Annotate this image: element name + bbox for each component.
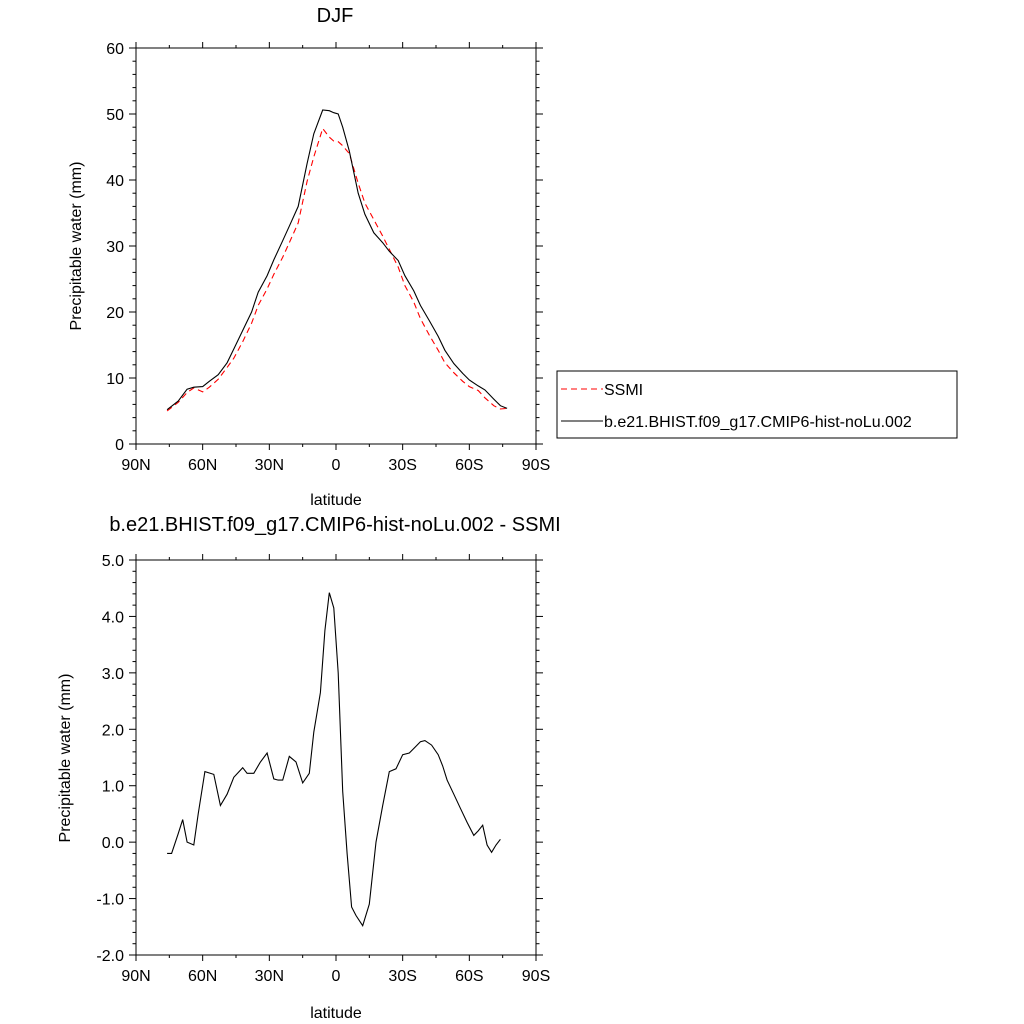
bottom-x-tick-label: 60S: [455, 968, 483, 985]
top-y-tick-label: 60: [106, 41, 124, 58]
bottom-y-tick-label: -1.0: [96, 892, 124, 909]
top-y-tick-label: 20: [106, 305, 124, 322]
top-y-axis-label: Precipitable water (mm): [68, 162, 85, 331]
top-chart-title: DJF: [317, 5, 354, 27]
bottom-y-axis-label: Precipitable water (mm): [57, 674, 74, 843]
legend-box: [556, 370, 958, 439]
bottom-x-tick-label: 30S: [388, 968, 416, 985]
top-x-axis-label: latitude: [310, 492, 362, 509]
top-x-tick-label: 90S: [522, 457, 550, 474]
bottom-axis-ticks: [129, 554, 543, 961]
bottom-y-tick-label: 2.0: [102, 722, 124, 739]
legend-entry-model: b.e21.BHIST.f09_g17.CMIP6-hist-noLu.002: [604, 414, 912, 431]
top-y-tick-label: 40: [106, 173, 124, 190]
bottom-series-line-difference: [167, 592, 501, 927]
bottom-y-tick-label: 3.0: [102, 666, 124, 683]
bottom-x-tick-label: 0: [332, 968, 341, 985]
top-series: [166, 109, 508, 412]
bottom-x-tick-label: 90N: [121, 968, 150, 985]
top-y-tick-label: 10: [106, 371, 124, 388]
top-y-tick-label: 50: [106, 107, 124, 124]
top-tick-labels: 90N 60N 30N 0 30S 60S 90S 0 10 20 30 40 50 60: [106, 41, 550, 474]
bottom-tick-labels: 90N 60N 30N 0 30S 60S 90S -2.0 -1.0 0.0 1.0 2.0 3.0 4…: [96, 553, 550, 985]
bottom-y-tick-label: 5.0: [102, 553, 124, 570]
top-plot-frame: [135, 47, 537, 445]
bottom-y-tick-label: -2.0: [96, 948, 124, 965]
bottom-x-tick-label: 30N: [255, 968, 284, 985]
top-series-line-model: [166, 109, 508, 411]
top-series-line-ssmi: [166, 127, 508, 412]
top-axis-ticks: [129, 42, 543, 450]
legend: SSMI b.e21.BHIST.f09_g17.CMIP6-hist-noLu…: [556, 370, 958, 439]
top-x-tick-label: 30S: [388, 457, 416, 474]
bottom-series: [167, 592, 501, 927]
top-y-tick-label: 30: [106, 239, 124, 256]
legend-entry-ssmi: SSMI: [604, 382, 643, 399]
bottom-panel: b.e21.BHIST.f09_g17.CMIP6-hist-noLu.002 …: [57, 514, 561, 1022]
bottom-y-tick-label: 0.0: [102, 835, 124, 852]
top-x-tick-label: 0: [332, 457, 341, 474]
top-x-tick-label: 30N: [255, 457, 284, 474]
top-x-tick-label: 60S: [455, 457, 483, 474]
bottom-x-tick-label: 60N: [188, 968, 217, 985]
top-panel: DJF 90N 60N 30N 0 30S 60S 90S 0 10 20 30 40 50 60 lat…: [68, 5, 958, 509]
bottom-y-tick-label: 4.0: [102, 609, 124, 626]
top-y-tick-label: 0: [115, 437, 124, 454]
bottom-x-axis-label: latitude: [310, 1005, 362, 1022]
top-x-tick-label: 90N: [121, 457, 150, 474]
bottom-x-tick-label: 90S: [522, 968, 550, 985]
bottom-chart-title: b.e21.BHIST.f09_g17.CMIP6-hist-noLu.002 …: [109, 514, 560, 536]
top-x-tick-label: 60N: [188, 457, 217, 474]
bottom-y-tick-label: 1.0: [102, 779, 124, 796]
bottom-plot-frame: [135, 559, 537, 956]
